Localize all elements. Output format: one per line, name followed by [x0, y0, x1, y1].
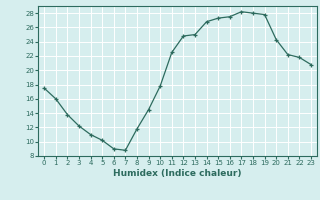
X-axis label: Humidex (Indice chaleur): Humidex (Indice chaleur): [113, 169, 242, 178]
